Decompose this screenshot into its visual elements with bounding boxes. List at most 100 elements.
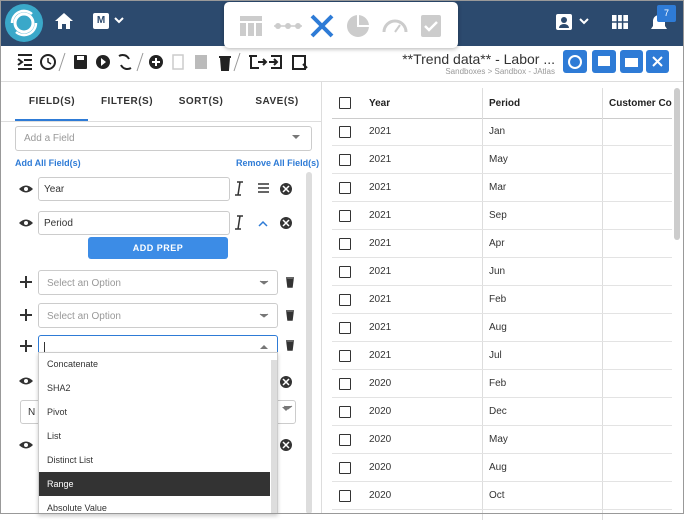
field-input[interactable]: Year bbox=[38, 177, 230, 201]
row-checkbox[interactable] bbox=[339, 378, 351, 390]
scrollbar[interactable] bbox=[271, 360, 277, 514]
breadcrumb: Sandboxes > Sandbox - JAtlas bbox=[445, 67, 555, 76]
tab[interactable]: SORT(S) bbox=[178, 96, 224, 107]
row-checkbox[interactable] bbox=[339, 266, 351, 278]
cell: Aug bbox=[489, 462, 507, 473]
remove-all-link[interactable]: Remove All Field(s) bbox=[236, 158, 320, 168]
caret bbox=[114, 17, 124, 24]
cell: 2020 bbox=[369, 378, 392, 389]
cell: May bbox=[489, 434, 508, 445]
apps-icon[interactable] bbox=[612, 15, 628, 29]
breadcrumb-separator: > bbox=[487, 67, 493, 76]
add-prep-button[interactable]: ADD PREP bbox=[88, 237, 228, 259]
column-header[interactable]: Customer Co bbox=[609, 98, 672, 109]
breadcrumb-item[interactable]: Sandbox - JAtlas bbox=[494, 67, 555, 76]
row-checkbox[interactable] bbox=[339, 322, 351, 334]
scrollbar[interactable] bbox=[306, 172, 312, 514]
cell: Jul bbox=[489, 350, 502, 361]
cell: 2021 bbox=[369, 266, 392, 277]
tab[interactable]: FIELD(S) bbox=[28, 96, 76, 107]
add-all-link[interactable]: Add All Field(s) bbox=[15, 158, 81, 168]
cell: 2020 bbox=[369, 462, 392, 473]
column-header[interactable]: Period bbox=[489, 98, 521, 109]
cell: 2021 bbox=[369, 210, 392, 221]
table-row bbox=[332, 286, 672, 314]
row-checkbox[interactable] bbox=[339, 210, 351, 222]
dropdown-option[interactable]: SHA2 bbox=[47, 383, 71, 393]
table-row bbox=[332, 258, 672, 286]
select[interactable]: Select an Option bbox=[38, 270, 278, 295]
select[interactable]: Select an Option bbox=[38, 303, 278, 328]
divider bbox=[321, 82, 322, 514]
row-checkbox[interactable] bbox=[339, 490, 351, 502]
cell: May bbox=[489, 154, 508, 165]
action-toolbar[interactable] bbox=[16, 52, 311, 72]
cell: 2021 bbox=[369, 294, 392, 305]
row-checkbox[interactable] bbox=[339, 434, 351, 446]
dropdown-option[interactable]: List bbox=[47, 431, 62, 441]
placeholder: Add a Field bbox=[24, 133, 75, 144]
notification-badge: 7 bbox=[657, 5, 676, 22]
field-name: Period bbox=[44, 218, 73, 229]
home-icon[interactable] bbox=[54, 12, 74, 30]
row-checkbox[interactable] bbox=[339, 126, 351, 138]
logo[interactable] bbox=[4, 3, 44, 43]
divider bbox=[0, 81, 684, 82]
cell: 2021 bbox=[369, 126, 392, 137]
dropdown-option[interactable]: Concatenate bbox=[47, 359, 99, 369]
add-field-select[interactable]: Add a Field bbox=[15, 126, 312, 151]
table-header bbox=[332, 88, 672, 119]
cell: Oct bbox=[489, 490, 505, 501]
header-buttons[interactable] bbox=[563, 50, 669, 73]
row-checkbox[interactable] bbox=[339, 462, 351, 474]
cell: 2020 bbox=[369, 434, 392, 445]
field-name: Year bbox=[44, 184, 65, 195]
field-input[interactable]: Period bbox=[38, 211, 230, 235]
cell: Jan bbox=[489, 126, 506, 137]
caret bbox=[260, 345, 268, 349]
table-row bbox=[332, 314, 672, 342]
cell: 2021 bbox=[369, 154, 392, 165]
placeholder: Select an Option bbox=[47, 311, 121, 322]
row-checkbox[interactable] bbox=[339, 350, 351, 362]
cell: Mar bbox=[489, 182, 507, 193]
dropdown-option[interactable]: Distinct List bbox=[47, 455, 94, 465]
cell: Dec bbox=[489, 406, 507, 417]
table-row bbox=[332, 202, 672, 230]
row-checkbox[interactable] bbox=[339, 294, 351, 306]
workspace-button[interactable]: M bbox=[93, 13, 109, 29]
table-row bbox=[332, 230, 672, 258]
caret bbox=[282, 407, 290, 411]
mode-icons[interactable] bbox=[224, 2, 458, 48]
dropdown-option[interactable]: Absolute Value bbox=[47, 503, 107, 513]
scrollbar[interactable] bbox=[674, 88, 680, 240]
row-checkbox[interactable] bbox=[339, 154, 351, 166]
mode-toolbar bbox=[224, 2, 458, 48]
row-checkbox[interactable] bbox=[339, 182, 351, 194]
row-checkbox[interactable] bbox=[339, 238, 351, 250]
cell: Feb bbox=[489, 378, 507, 389]
cursor bbox=[44, 342, 45, 354]
cell: Feb bbox=[489, 294, 507, 305]
breadcrumb-item[interactable]: Sandboxes bbox=[445, 67, 486, 76]
cell: 2021 bbox=[369, 350, 392, 361]
placeholder: Select an Option bbox=[47, 278, 121, 289]
caret bbox=[292, 135, 300, 139]
header-checkbox[interactable] bbox=[339, 97, 351, 109]
table-row bbox=[332, 426, 672, 454]
table-row bbox=[332, 118, 672, 146]
dropdown-option[interactable]: Range bbox=[39, 472, 270, 496]
tab[interactable]: FILTER(S) bbox=[100, 96, 154, 107]
tab[interactable]: SAVE(S) bbox=[255, 96, 299, 107]
column-separator bbox=[602, 88, 603, 520]
field-icons[interactable] bbox=[0, 170, 321, 514]
cell: Jun bbox=[489, 266, 506, 277]
column-header[interactable]: Year bbox=[369, 98, 391, 109]
cell: 2021 bbox=[369, 322, 392, 333]
dropdown-option[interactable]: Pivot bbox=[47, 407, 68, 417]
table-row bbox=[332, 146, 672, 174]
user-menu[interactable] bbox=[555, 13, 591, 31]
row-checkbox[interactable] bbox=[339, 406, 351, 418]
cell: 2020 bbox=[369, 406, 392, 417]
